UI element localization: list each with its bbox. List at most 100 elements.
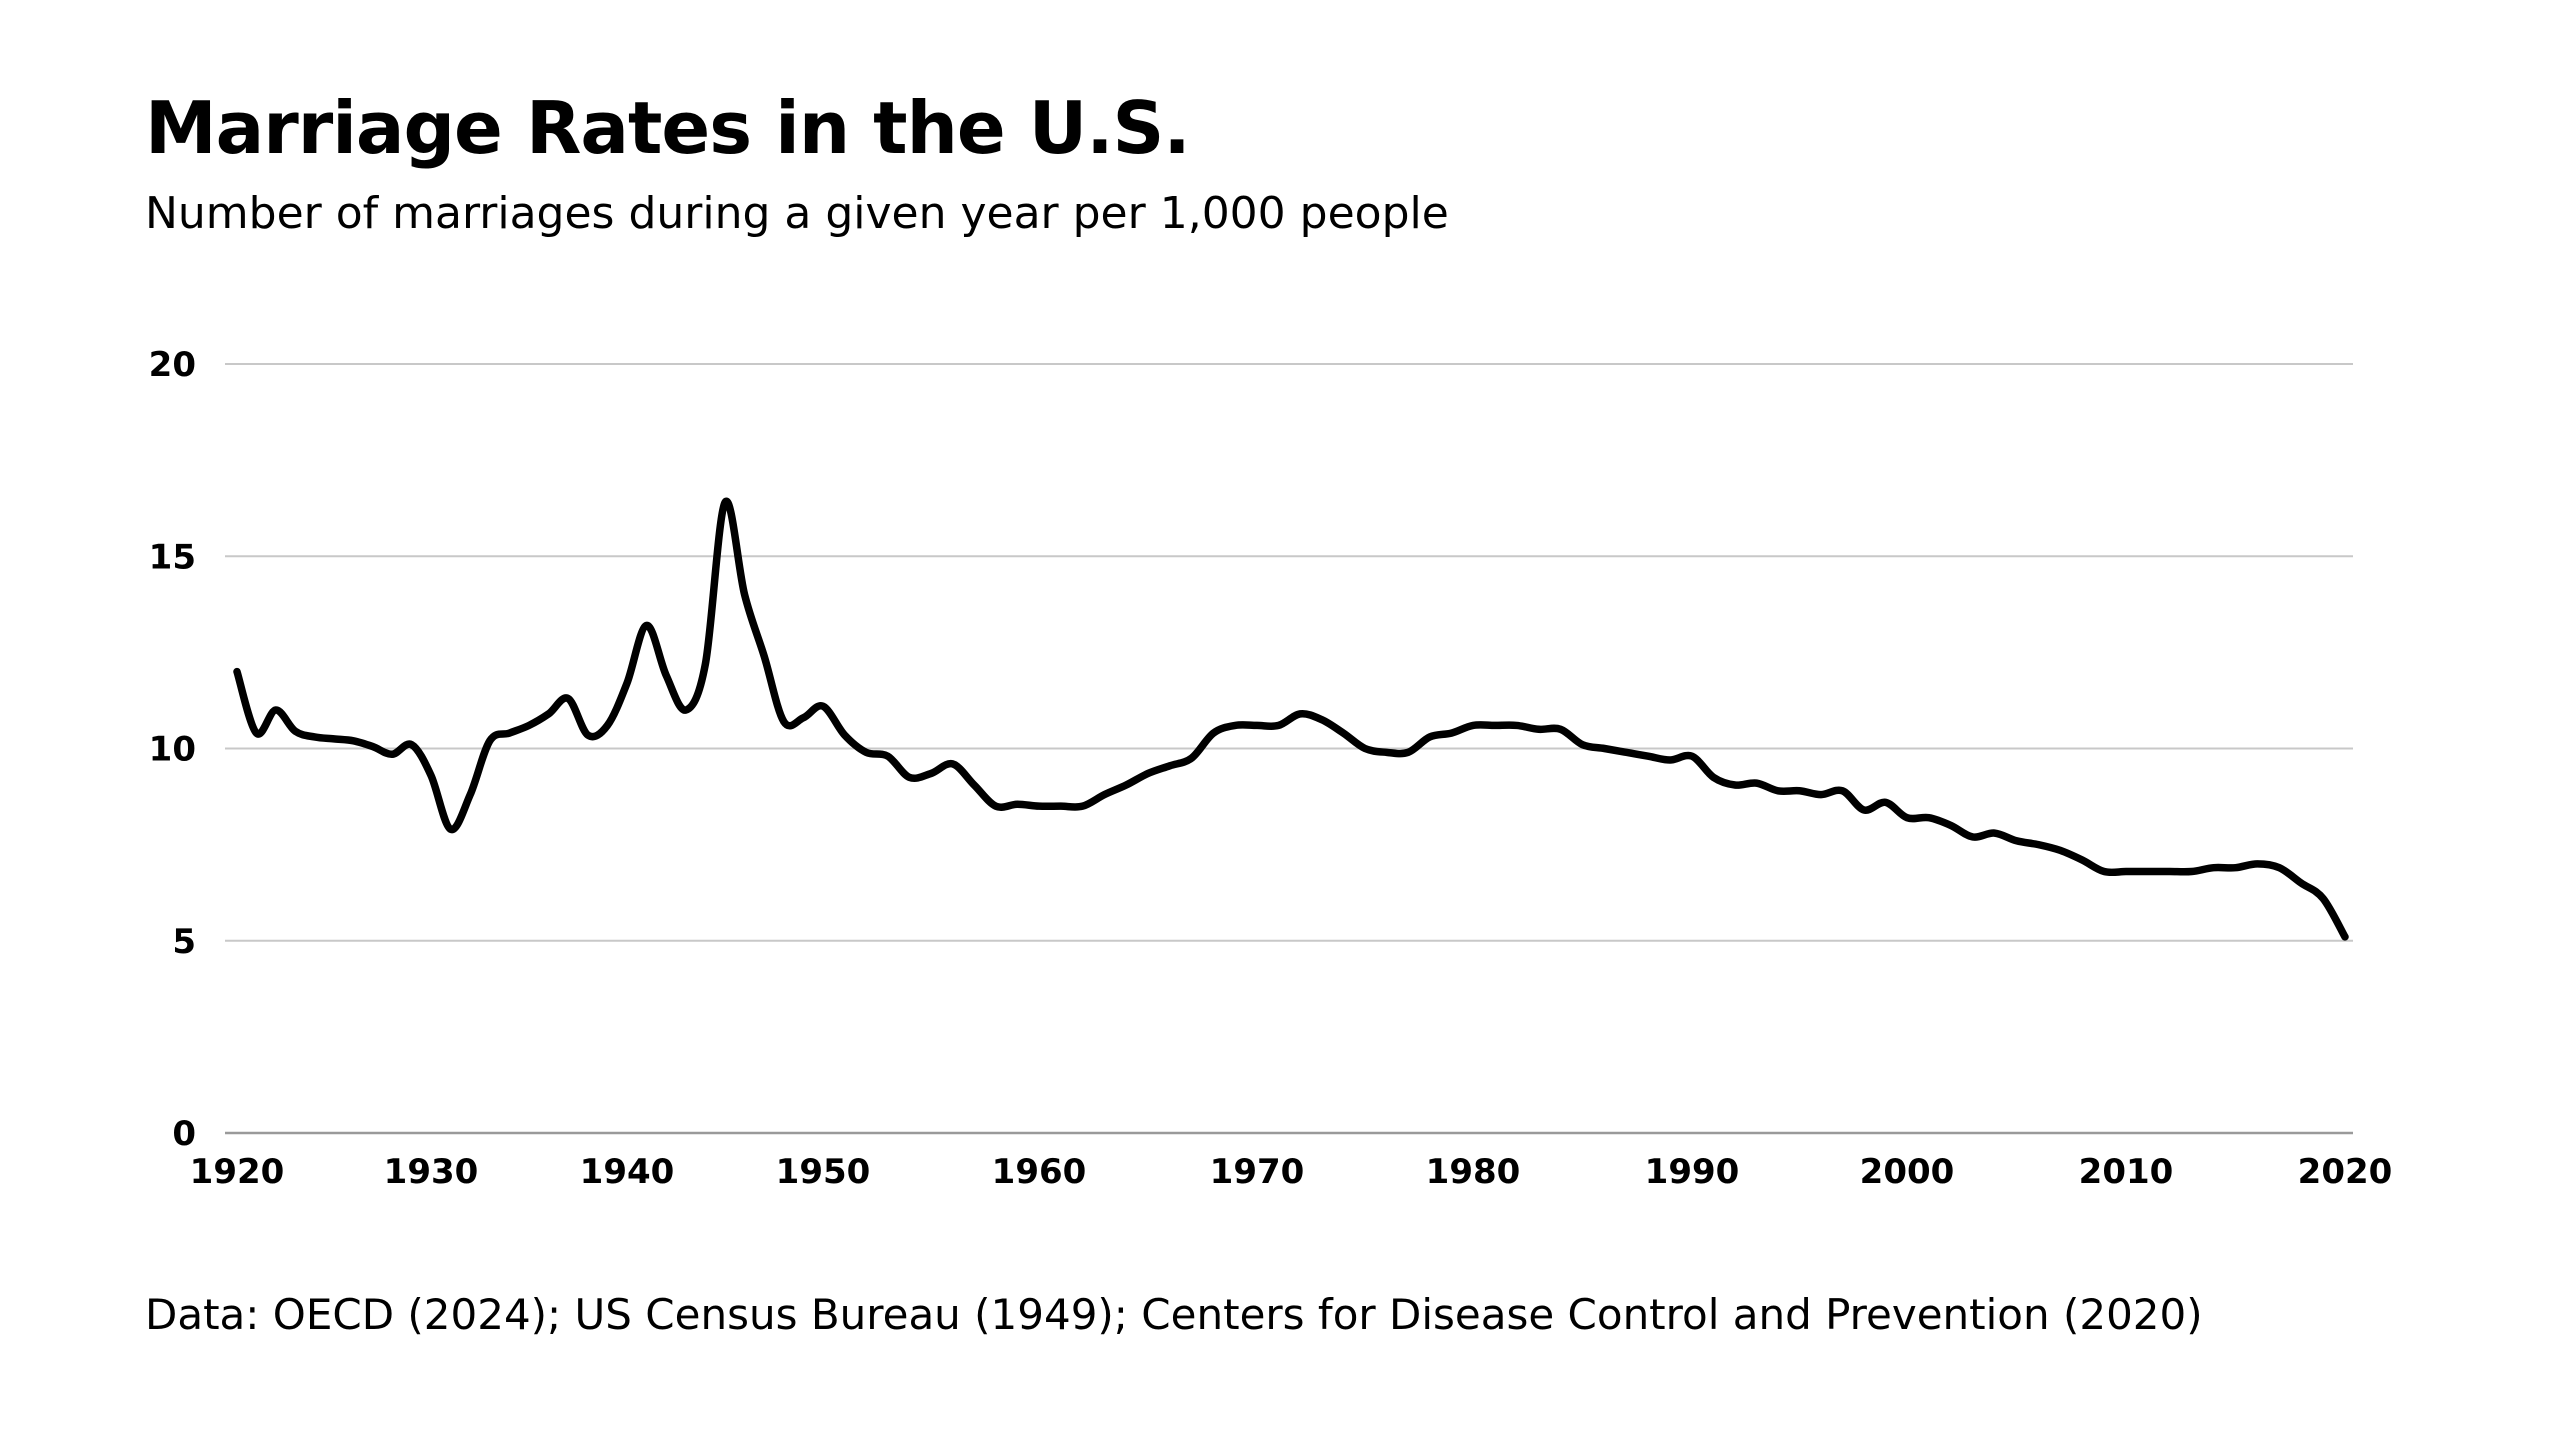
data-point-2004	[1992, 830, 1998, 836]
y-tick-label: 5	[172, 922, 196, 962]
x-tick-label: 1940	[580, 1152, 675, 1192]
data-point-1995	[1797, 788, 1803, 794]
data-point-1921	[253, 730, 259, 736]
data-point-2011	[2145, 869, 2151, 875]
data-point-1979	[1448, 730, 1454, 736]
data-point-1929	[409, 742, 415, 748]
data-point-1993	[1754, 780, 1760, 786]
data-point-1974	[1340, 730, 1346, 736]
data-point-1985	[1580, 742, 1586, 748]
data-point-1958	[993, 803, 999, 809]
data-point-1983	[1536, 726, 1542, 732]
data-point-1972	[1297, 711, 1303, 717]
data-point-1980	[1470, 722, 1476, 728]
data-point-1941	[644, 622, 650, 628]
data-point-1934	[506, 730, 512, 736]
data-point-1953	[885, 753, 891, 759]
x-tick-label: 1920	[190, 1152, 285, 1192]
data-point-2018	[2298, 880, 2304, 886]
data-point-1971	[1276, 722, 1282, 728]
data-point-1962	[1080, 803, 1086, 809]
data-point-1952	[863, 749, 869, 755]
data-point-1975	[1362, 746, 1368, 752]
data-point-1999	[1883, 799, 1889, 805]
data-point-1932	[467, 792, 473, 798]
source-note: Data: OECD (2024); US Census Bureau (194…	[145, 1290, 2203, 1339]
data-point-1947	[761, 653, 767, 659]
data-point-1937	[565, 696, 571, 702]
data-point-1965	[1145, 770, 1151, 776]
y-axis: 0 5 10 15 20	[149, 345, 196, 1154]
data-point-1964	[1123, 782, 1129, 788]
data-point-2006	[2035, 842, 2041, 848]
data-point-1969	[1232, 722, 1238, 728]
data-point-2002	[1948, 822, 1954, 828]
data-point-1986	[1601, 746, 1607, 752]
data-point-1927	[370, 744, 376, 750]
y-tick-label: 15	[149, 537, 196, 577]
data-point-1951	[842, 732, 848, 738]
data-point-2005	[2014, 838, 2020, 844]
data-point-2017	[2276, 865, 2282, 871]
data-point-1942	[663, 672, 669, 678]
data-point-1931	[448, 826, 454, 832]
data-point-1954	[906, 774, 912, 780]
x-tick-label: 1980	[1426, 1152, 1521, 1192]
gridlines	[225, 363, 2353, 1135]
data-point-1928	[389, 751, 395, 757]
x-tick-label: 2000	[1860, 1152, 1955, 1192]
data-point-1938	[585, 732, 591, 738]
x-axis: 1920 1930 1940 1950 1960 1970 1980 1990 2000 2010…	[190, 1152, 2393, 1192]
data-point-1976	[1384, 749, 1390, 755]
data-point-2001	[1926, 815, 1932, 821]
data-point-1997	[1840, 788, 1846, 794]
series-line-0	[233, 497, 2349, 941]
x-tick-label: 1970	[1210, 1152, 1305, 1192]
data-point-1973	[1319, 717, 1325, 723]
data-point-2014	[2211, 865, 2217, 871]
data-point-2012	[2167, 869, 2173, 875]
data-point-2009	[2101, 869, 2107, 875]
chart-subtitle: Number of marriages during a given year …	[145, 188, 1449, 239]
data-point-2015	[2233, 865, 2239, 871]
data-point-1998	[1861, 807, 1867, 813]
y-tick-label: 20	[149, 345, 196, 385]
data-point-1963	[1101, 792, 1107, 798]
data-point-1939	[604, 722, 610, 728]
x-tick-label: 1930	[384, 1152, 479, 1192]
x-tick-label: 1950	[776, 1152, 871, 1192]
x-tick-label: 2010	[2079, 1152, 2174, 1192]
data-point-1982	[1514, 722, 1520, 728]
data-point-2020	[2342, 934, 2348, 940]
data-point-1936	[546, 711, 552, 717]
data-point-2008	[2079, 857, 2085, 863]
data-point-1930	[428, 772, 434, 778]
data-point-1990	[1689, 753, 1695, 759]
data-point-1946	[742, 592, 748, 598]
data-point-1926	[350, 738, 356, 744]
data-point-1920	[234, 669, 240, 675]
data-point-1992	[1732, 782, 1738, 788]
data-point-1955	[928, 770, 934, 776]
data-point-1977	[1405, 749, 1411, 755]
data-point-1970	[1254, 722, 1260, 728]
data-point-1957	[971, 782, 977, 788]
x-tick-label: 1990	[1645, 1152, 1740, 1192]
series-lines	[233, 497, 2349, 941]
data-point-1988	[1645, 753, 1651, 759]
data-point-1923	[292, 728, 298, 734]
data-point-1933	[487, 738, 493, 744]
data-point-1961	[1058, 803, 1064, 809]
data-point-1989	[1667, 757, 1673, 763]
data-point-1944	[702, 661, 708, 667]
data-point-1949	[800, 715, 806, 721]
y-tick-label: 0	[172, 1114, 196, 1154]
data-point-1956	[950, 761, 956, 767]
data-point-1935	[526, 722, 532, 728]
data-point-1978	[1427, 734, 1433, 740]
data-point-2007	[2057, 847, 2063, 853]
data-point-2003	[1970, 834, 1976, 840]
y-tick-label: 10	[149, 730, 196, 770]
chart-title: Marriage Rates in the U.S.	[145, 86, 1191, 170]
